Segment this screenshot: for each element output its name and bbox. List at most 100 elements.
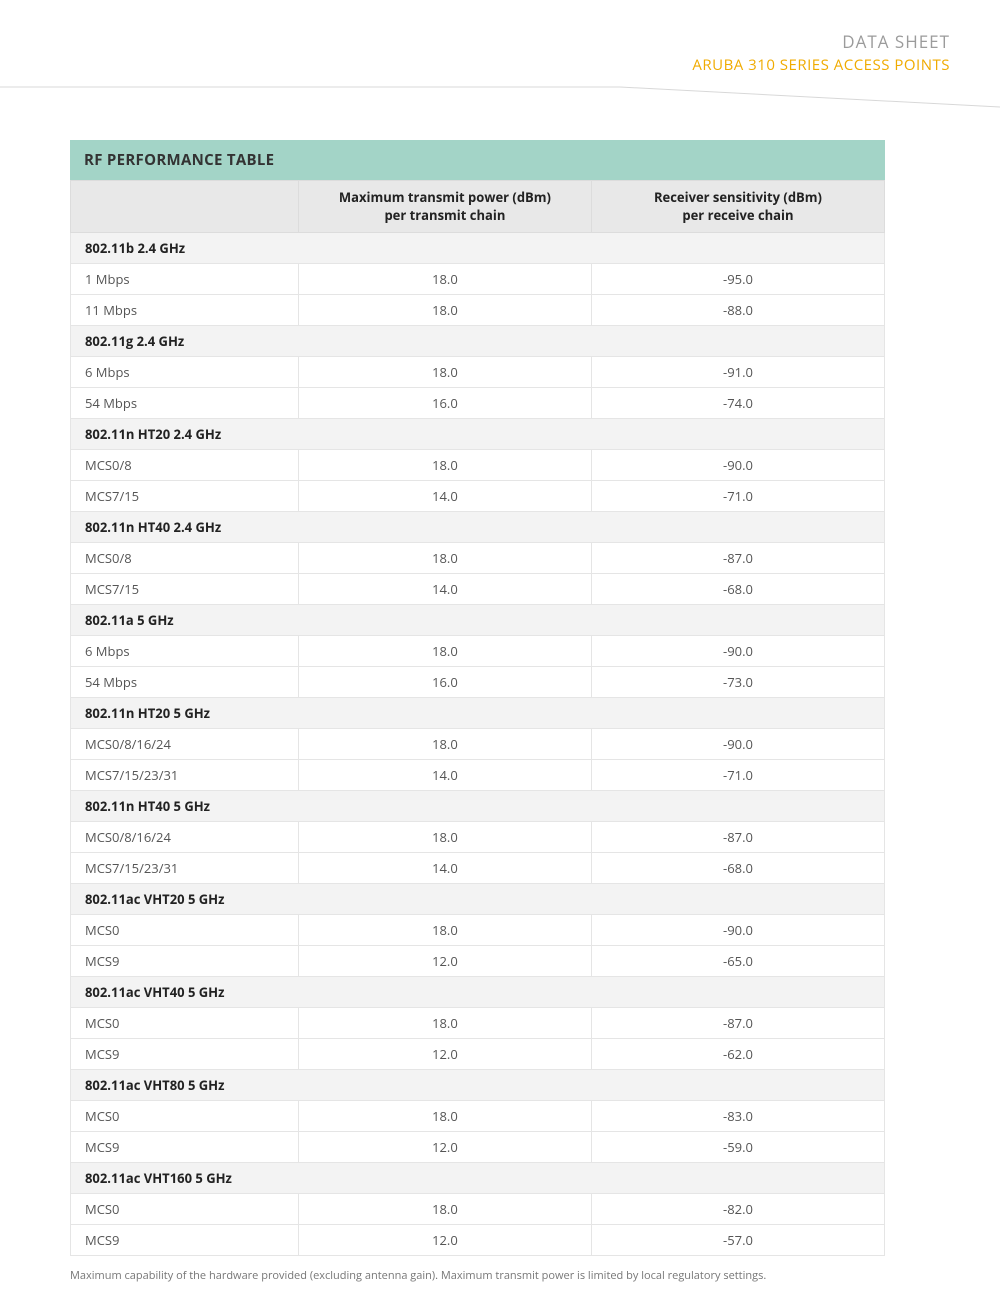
row-rx-value: -74.0 bbox=[591, 388, 884, 419]
row-label: MCS0/8 bbox=[71, 450, 299, 481]
row-rx-value: -71.0 bbox=[591, 481, 884, 512]
row-tx-value: 18.0 bbox=[298, 357, 591, 388]
table-row: MCS912.0-57.0 bbox=[71, 1225, 885, 1256]
row-rx-value: -59.0 bbox=[591, 1132, 884, 1163]
row-rx-value: -68.0 bbox=[591, 574, 884, 605]
row-rx-value: -90.0 bbox=[591, 450, 884, 481]
row-rx-value: -90.0 bbox=[591, 636, 884, 667]
table-section-row: 802.11n HT40 5 GHz bbox=[71, 791, 885, 822]
row-label: MCS7/15/23/31 bbox=[71, 760, 299, 791]
row-rx-value: -87.0 bbox=[591, 543, 884, 574]
row-tx-value: 18.0 bbox=[298, 264, 591, 295]
table-row: MCS7/15/23/3114.0-68.0 bbox=[71, 853, 885, 884]
row-rx-value: -68.0 bbox=[591, 853, 884, 884]
row-tx-value: 14.0 bbox=[298, 760, 591, 791]
row-label: MCS7/15 bbox=[71, 481, 299, 512]
table-section-row: 802.11ac VHT80 5 GHz bbox=[71, 1070, 885, 1101]
row-tx-value: 18.0 bbox=[298, 543, 591, 574]
content-area: RF PERFORMANCE TABLE Maximum transmit po… bbox=[70, 140, 885, 1283]
table-row: MCS0/8/16/2418.0-90.0 bbox=[71, 729, 885, 760]
row-rx-value: -57.0 bbox=[591, 1225, 884, 1256]
row-tx-value: 18.0 bbox=[298, 822, 591, 853]
header-subtitle: ARUBA 310 SERIES ACCESS POINTS bbox=[692, 55, 950, 75]
row-label: 1 Mbps bbox=[71, 264, 299, 295]
table-row: 6 Mbps18.0-91.0 bbox=[71, 357, 885, 388]
row-label: MCS9 bbox=[71, 1225, 299, 1256]
table-row: MCS7/1514.0-71.0 bbox=[71, 481, 885, 512]
table-row: MCS0/818.0-87.0 bbox=[71, 543, 885, 574]
section-name: 802.11g 2.4 GHz bbox=[71, 326, 885, 357]
row-label: 6 Mbps bbox=[71, 357, 299, 388]
row-label: MCS0 bbox=[71, 915, 299, 946]
table-section-row: 802.11g 2.4 GHz bbox=[71, 326, 885, 357]
row-label: MCS0/8/16/24 bbox=[71, 729, 299, 760]
row-rx-value: -65.0 bbox=[591, 946, 884, 977]
row-rx-value: -87.0 bbox=[591, 1008, 884, 1039]
table-row: MCS0/818.0-90.0 bbox=[71, 450, 885, 481]
row-label: 11 Mbps bbox=[71, 295, 299, 326]
row-label: MCS9 bbox=[71, 1039, 299, 1070]
table-section-row: 802.11b 2.4 GHz bbox=[71, 233, 885, 264]
row-rx-value: -90.0 bbox=[591, 915, 884, 946]
row-tx-value: 18.0 bbox=[298, 1194, 591, 1225]
row-tx-value: 14.0 bbox=[298, 481, 591, 512]
row-tx-value: 16.0 bbox=[298, 388, 591, 419]
table-row: 54 Mbps16.0-74.0 bbox=[71, 388, 885, 419]
table-section-row: 802.11n HT40 2.4 GHz bbox=[71, 512, 885, 543]
row-label: MCS7/15/23/31 bbox=[71, 853, 299, 884]
row-label: MCS7/15 bbox=[71, 574, 299, 605]
table-footnote: Maximum capability of the hardware provi… bbox=[70, 1268, 885, 1283]
section-name: 802.11ac VHT40 5 GHz bbox=[71, 977, 885, 1008]
section-name: 802.11n HT40 2.4 GHz bbox=[71, 512, 885, 543]
row-tx-value: 18.0 bbox=[298, 1008, 591, 1039]
row-label: MCS0 bbox=[71, 1008, 299, 1039]
table-row: MCS912.0-65.0 bbox=[71, 946, 885, 977]
section-name: 802.11n HT40 5 GHz bbox=[71, 791, 885, 822]
table-section-row: 802.11ac VHT160 5 GHz bbox=[71, 1163, 885, 1194]
row-label: MCS9 bbox=[71, 1132, 299, 1163]
section-name: 802.11ac VHT20 5 GHz bbox=[71, 884, 885, 915]
row-rx-value: -83.0 bbox=[591, 1101, 884, 1132]
row-tx-value: 18.0 bbox=[298, 295, 591, 326]
row-tx-value: 12.0 bbox=[298, 1225, 591, 1256]
row-tx-value: 16.0 bbox=[298, 667, 591, 698]
col-header-rx: Receiver sensitivity (dBm)per receive ch… bbox=[591, 181, 884, 233]
table-header-row: Maximum transmit power (dBm)per transmit… bbox=[71, 181, 885, 233]
col-header-tx: Maximum transmit power (dBm)per transmit… bbox=[298, 181, 591, 233]
table-section-row: 802.11ac VHT20 5 GHz bbox=[71, 884, 885, 915]
row-tx-value: 18.0 bbox=[298, 450, 591, 481]
row-tx-value: 12.0 bbox=[298, 946, 591, 977]
row-tx-value: 14.0 bbox=[298, 574, 591, 605]
table-row: MCS018.0-83.0 bbox=[71, 1101, 885, 1132]
row-label: MCS0/8/16/24 bbox=[71, 822, 299, 853]
table-section-row: 802.11ac VHT40 5 GHz bbox=[71, 977, 885, 1008]
row-tx-value: 18.0 bbox=[298, 1101, 591, 1132]
table-section-row: 802.11n HT20 5 GHz bbox=[71, 698, 885, 729]
table-row: 1 Mbps18.0-95.0 bbox=[71, 264, 885, 295]
table-section-row: 802.11a 5 GHz bbox=[71, 605, 885, 636]
table-row: MCS0/8/16/2418.0-87.0 bbox=[71, 822, 885, 853]
table-row: 11 Mbps18.0-88.0 bbox=[71, 295, 885, 326]
table-section-row: 802.11n HT20 2.4 GHz bbox=[71, 419, 885, 450]
table-row: MCS018.0-90.0 bbox=[71, 915, 885, 946]
row-rx-value: -91.0 bbox=[591, 357, 884, 388]
header-divider bbox=[0, 85, 1000, 110]
section-name: 802.11a 5 GHz bbox=[71, 605, 885, 636]
col-header-blank bbox=[71, 181, 299, 233]
row-label: MCS0/8 bbox=[71, 543, 299, 574]
section-name: 802.11ac VHT160 5 GHz bbox=[71, 1163, 885, 1194]
rf-performance-table: Maximum transmit power (dBm)per transmit… bbox=[70, 180, 885, 1256]
table-row: 54 Mbps16.0-73.0 bbox=[71, 667, 885, 698]
row-rx-value: -73.0 bbox=[591, 667, 884, 698]
page-header: DATA SHEET ARUBA 310 SERIES ACCESS POINT… bbox=[692, 30, 950, 75]
row-label: 54 Mbps bbox=[71, 388, 299, 419]
row-label: MCS0 bbox=[71, 1101, 299, 1132]
section-name: 802.11b 2.4 GHz bbox=[71, 233, 885, 264]
table-row: MCS7/1514.0-68.0 bbox=[71, 574, 885, 605]
table-row: 6 Mbps18.0-90.0 bbox=[71, 636, 885, 667]
row-tx-value: 12.0 bbox=[298, 1132, 591, 1163]
row-rx-value: -82.0 bbox=[591, 1194, 884, 1225]
table-row: MCS018.0-82.0 bbox=[71, 1194, 885, 1225]
row-label: 6 Mbps bbox=[71, 636, 299, 667]
header-title: DATA SHEET bbox=[692, 30, 950, 53]
